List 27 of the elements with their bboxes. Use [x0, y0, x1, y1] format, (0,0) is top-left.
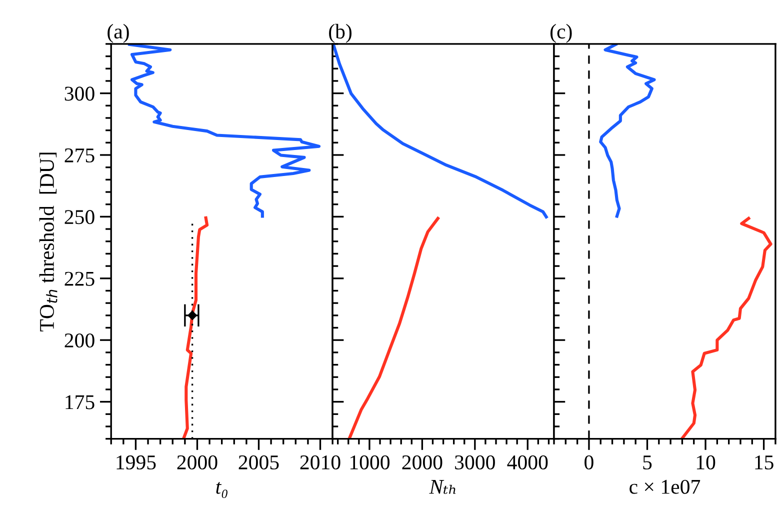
x-tick-label: 3000 [455, 455, 495, 470]
x-axis-title: t₀ [216, 482, 228, 498]
y-tick-label: 300 [64, 86, 94, 101]
y-tick-label: 250 [64, 210, 94, 224]
y-axis-title: TO$_{th}$ threshold [DU] [39, 152, 58, 332]
y-tick-label: 225 [64, 272, 94, 286]
line-series [128, 44, 321, 218]
x-axis-title: c × 1e07 [630, 480, 700, 494]
x-tick-label: 2000 [402, 455, 442, 470]
line-series [182, 216, 209, 439]
x-tick-label: 4000 [507, 455, 548, 470]
x-tick-label: 2000 [177, 455, 218, 470]
chart-title: (c) [550, 24, 572, 43]
x-tick-label: 2005 [238, 455, 279, 470]
x-tick-label: 5 [643, 456, 652, 470]
x-axis-title: Nₜₕ [429, 480, 456, 494]
x-tick-label: 1000 [350, 455, 390, 470]
y-tick-label: 275 [64, 148, 94, 162]
x-tick-label: 2010 [300, 455, 340, 470]
x-tick-label: 15 [755, 455, 774, 470]
x-tick-label: 0 [584, 455, 594, 470]
y-tick-label: 175 [66, 395, 94, 410]
chart-title: (a) [108, 24, 129, 43]
x-tick-label: 1995 [116, 455, 156, 470]
y-tick-label: 200 [64, 333, 94, 348]
x-tick-label: 10 [696, 455, 716, 470]
chart-title: (b) [329, 24, 352, 43]
